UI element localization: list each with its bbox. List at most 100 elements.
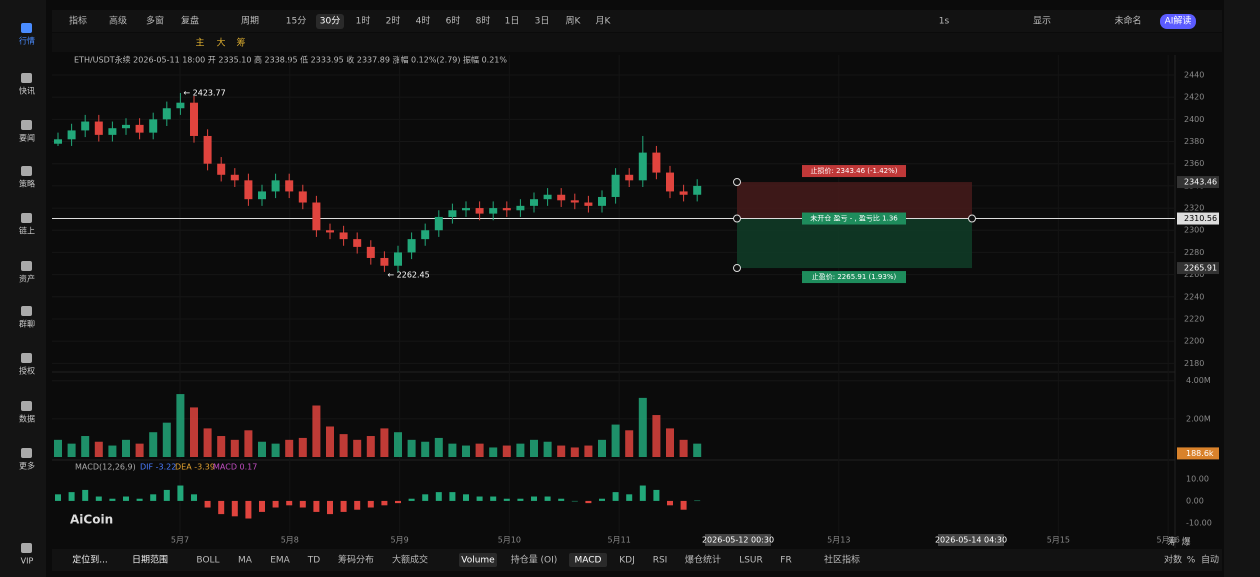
sidebar-label[interactable]: 链上 (19, 226, 35, 236)
handle[interactable] (733, 264, 741, 273)
volume-bar (611, 424, 620, 457)
toolbar-right[interactable]: 1s (939, 17, 950, 27)
corner-label[interactable]: 筹 (1167, 536, 1176, 548)
toolbar-right[interactable]: 显示 (1033, 16, 1051, 27)
period-button[interactable]: 月K (596, 16, 612, 27)
scale-option[interactable]: % (1187, 556, 1196, 566)
right-sidebar (1224, 0, 1260, 577)
sidebar-icon[interactable] (21, 448, 32, 458)
sidebar-label[interactable]: VIP (21, 557, 34, 566)
sidebar-icon[interactable] (21, 543, 32, 553)
toolbar-item[interactable]: 周期 (241, 16, 259, 27)
period-button[interactable]: 6时 (446, 15, 461, 27)
volume-tick: 2.00M (1186, 414, 1211, 423)
x-tick-label: 5月9 (391, 536, 409, 545)
macd-bar (177, 485, 184, 501)
period-button[interactable]: 2时 (386, 15, 401, 27)
draw-tool[interactable]: 筹 (236, 37, 245, 49)
macd-bar (299, 500, 306, 508)
indicator-button[interactable]: KDJ (619, 556, 635, 566)
sidebar-icon[interactable] (21, 306, 32, 316)
sidebar-icon[interactable] (21, 23, 32, 33)
handle[interactable] (733, 214, 741, 223)
macd-bar (367, 500, 374, 508)
toolbar-right[interactable]: 未命名 (1114, 15, 1141, 27)
volume-bar (122, 439, 130, 457)
candle-body (434, 216, 443, 231)
period-button[interactable]: 1时 (356, 15, 371, 27)
toolbar-item[interactable]: 指标 (69, 15, 87, 27)
macd-bar (463, 494, 469, 501)
sidebar-icon[interactable] (21, 401, 32, 411)
indicator-button[interactable]: 持仓量 (OI) (511, 554, 558, 566)
sidebar-icon[interactable] (21, 73, 32, 83)
y-tick-label: 2420 (1184, 93, 1204, 102)
period-button[interactable]: 8时 (476, 15, 491, 27)
indicator-button[interactable]: RSI (653, 556, 668, 566)
sidebar-label[interactable]: 资产 (19, 274, 35, 284)
toolbar-right[interactable]: AI解读 (1165, 15, 1192, 27)
indicator-button[interactable]: Volume (461, 556, 495, 566)
period-button[interactable]: 3日 (535, 16, 550, 27)
price-tag (1177, 262, 1219, 275)
volume-bar (598, 439, 606, 457)
sidebar-icon[interactable] (21, 166, 32, 176)
period-button[interactable]: 周K (566, 16, 582, 27)
handle[interactable] (733, 178, 741, 187)
volume-bar (353, 439, 362, 457)
macd-bar (585, 500, 592, 504)
bottom-left[interactable]: 日期范围 (132, 554, 168, 566)
macd-bar (381, 500, 388, 506)
indicator-button[interactable]: MA (238, 556, 253, 566)
indicator-button[interactable]: TD (307, 556, 320, 566)
candle-body (258, 191, 266, 200)
sidebar-label[interactable]: 授权 (19, 366, 35, 376)
indicator-button[interactable]: 大额成交 (392, 554, 428, 566)
toolbar-item[interactable]: 高级 (109, 15, 127, 27)
indicator-button[interactable]: 筹码分布 (338, 554, 374, 566)
handle[interactable] (968, 214, 976, 223)
indicator-button[interactable]: 爆仓统计 (685, 554, 721, 566)
bottom-left[interactable]: 定位到... (72, 554, 108, 566)
period-button[interactable]: 1日 (505, 16, 520, 27)
sidebar-label[interactable]: 群聊 (19, 319, 35, 329)
draw-tool[interactable]: 主 (195, 37, 204, 49)
x-tick-label: 5月11 (608, 536, 631, 545)
corner-label[interactable]: 爆 (1181, 536, 1190, 548)
sidebar-icon[interactable] (21, 353, 32, 363)
toolbar-item[interactable]: 多窗 (146, 15, 164, 27)
indicator-button[interactable]: MACD (575, 556, 602, 566)
indicator-button[interactable]: EMA (270, 556, 290, 566)
sidebar-label[interactable]: 要闻 (19, 134, 35, 143)
macd-legend: MACD(12,26,9) (75, 463, 136, 472)
period-button[interactable]: 15分 (286, 16, 306, 27)
candle-body (394, 252, 402, 266)
scale-option[interactable]: 自动 (1201, 554, 1219, 566)
period-button[interactable]: 4时 (416, 15, 431, 27)
sidebar-label[interactable]: 快讯 (19, 86, 35, 96)
sidebar-label[interactable]: 更多 (19, 461, 35, 471)
volume-bar (407, 439, 416, 457)
price-tag (1177, 176, 1219, 189)
volume-bar (67, 443, 76, 457)
indicator-button[interactable]: LSUR (739, 556, 763, 566)
sidebar-icon[interactable] (21, 261, 32, 271)
indicator-button[interactable]: 社区指标 (824, 554, 860, 566)
sidebar-label[interactable]: 行情 (19, 36, 35, 46)
macd-bar (639, 485, 646, 501)
scale-option[interactable]: 对数 (1164, 554, 1182, 566)
sidebar-icon[interactable] (21, 213, 32, 223)
indicator-button[interactable]: BOLL (196, 556, 219, 566)
macd-bar (544, 496, 551, 501)
sidebar-icon[interactable] (21, 120, 32, 130)
draw-tool[interactable]: 大 (216, 37, 225, 49)
sidebar-label[interactable]: 策略 (19, 179, 35, 189)
volume-bar (285, 439, 294, 457)
period-button[interactable]: 30分 (320, 16, 340, 27)
x-tick-label: 5月10 (498, 536, 521, 545)
indicator-button[interactable]: FR (780, 556, 791, 566)
candle-body (543, 194, 552, 200)
macd-bar (653, 489, 660, 501)
toolbar-item[interactable]: 复盘 (181, 15, 199, 27)
sidebar-label[interactable]: 数据 (19, 414, 35, 424)
